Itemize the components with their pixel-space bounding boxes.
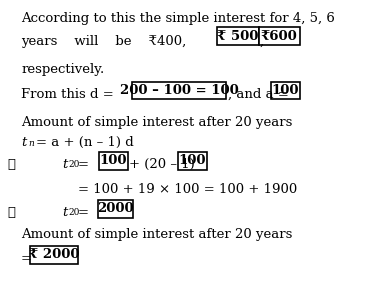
Text: = a + (n – 1) d: = a + (n – 1) d — [36, 136, 134, 149]
Text: =: = — [78, 206, 93, 219]
Text: ,: , — [259, 35, 264, 48]
Text: Amount of simple interest after 20 years: Amount of simple interest after 20 years — [21, 228, 293, 241]
Text: t: t — [62, 158, 67, 171]
FancyBboxPatch shape — [217, 27, 259, 45]
Text: From this d =: From this d = — [21, 88, 118, 101]
Text: ∴: ∴ — [8, 158, 16, 171]
Text: 100: 100 — [179, 155, 206, 167]
FancyBboxPatch shape — [271, 82, 300, 99]
Text: =: = — [78, 158, 93, 171]
Text: 100: 100 — [99, 155, 127, 167]
FancyBboxPatch shape — [98, 200, 133, 218]
FancyBboxPatch shape — [178, 152, 207, 170]
Text: = 100 + 19 × 100 = 100 + 1900: = 100 + 19 × 100 = 100 + 1900 — [78, 183, 298, 196]
Text: , and a =: , and a = — [228, 88, 293, 101]
Text: 20: 20 — [69, 208, 80, 217]
FancyBboxPatch shape — [30, 246, 78, 264]
Text: ₹ 500: ₹ 500 — [217, 30, 259, 43]
Text: 100: 100 — [272, 84, 299, 97]
Text: n: n — [28, 139, 34, 148]
Text: 200 – 100 = 100: 200 – 100 = 100 — [120, 84, 238, 97]
Text: Amount of simple interest after 20 years: Amount of simple interest after 20 years — [21, 116, 293, 129]
Text: 2000: 2000 — [97, 203, 134, 215]
Text: 20: 20 — [69, 160, 80, 169]
Text: t: t — [62, 206, 67, 219]
Text: ∴: ∴ — [8, 206, 16, 219]
Text: =: = — [21, 252, 36, 265]
Text: respectively.: respectively. — [21, 63, 104, 76]
FancyBboxPatch shape — [259, 27, 300, 45]
Text: t: t — [21, 136, 27, 149]
FancyBboxPatch shape — [99, 152, 128, 170]
Text: ₹600: ₹600 — [261, 30, 297, 43]
Text: + (20 – 1): + (20 – 1) — [129, 158, 199, 171]
FancyBboxPatch shape — [132, 82, 226, 99]
Text: ₹ 2000: ₹ 2000 — [29, 249, 79, 261]
Text: years    will    be    ₹400,: years will be ₹400, — [21, 35, 187, 48]
Text: According to this the simple interest for 4, 5, 6: According to this the simple interest fo… — [21, 12, 335, 25]
